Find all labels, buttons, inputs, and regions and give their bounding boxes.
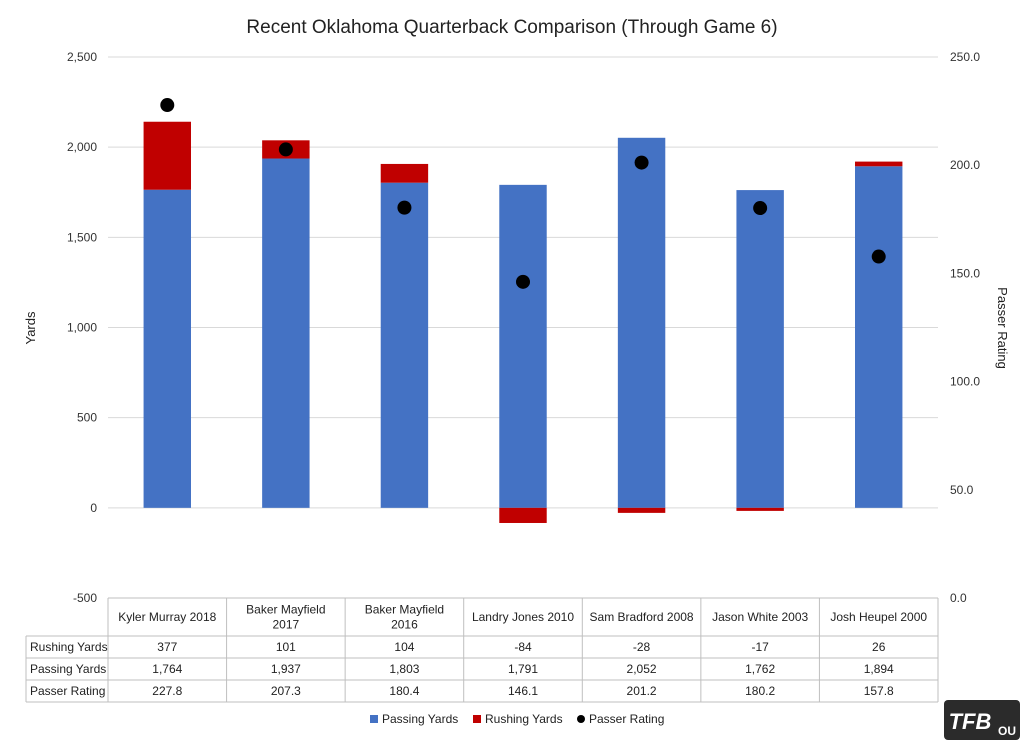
table-cell: 104: [394, 640, 414, 654]
y-tick-label: 0: [90, 501, 97, 515]
chart-title: Recent Oklahoma Quarterback Comparison (…: [246, 17, 777, 38]
rushing-yards-bar: [143, 121, 191, 190]
category-label: 2016: [391, 618, 418, 632]
table-row-header: Rushing Yards: [30, 640, 108, 654]
passing-yards-bar: [736, 190, 784, 508]
table-cell: 377: [157, 640, 177, 654]
logo-subtext: OU: [998, 724, 1016, 738]
table-row-header: Passing Yards: [30, 662, 106, 676]
rushing-yards-bar: [855, 161, 903, 167]
passer-rating-point: [871, 249, 886, 264]
table-cell: 1,764: [152, 662, 182, 676]
y-tick-label: 500: [77, 411, 97, 425]
table-cell: 1,937: [271, 662, 301, 676]
table-cell: 201.2: [627, 684, 657, 698]
category-label: Landry Jones 2010: [472, 610, 574, 624]
table-cell: 101: [276, 640, 296, 654]
table-cell: 180.2: [745, 684, 775, 698]
table-cell: -28: [633, 640, 651, 654]
legend-swatch: [473, 715, 481, 723]
table-cell: 1,791: [508, 662, 538, 676]
rushing-yards-bar: [499, 507, 547, 523]
y2-tick-label: 0.0: [950, 591, 967, 605]
table-cell: 180.4: [389, 684, 419, 698]
passer-rating-point: [516, 274, 530, 289]
table-cell: 2,052: [627, 662, 657, 676]
category-label: Baker Mayfield: [246, 603, 325, 617]
y-tick-label: 2,000: [67, 140, 97, 154]
passer-rating-point: [160, 98, 175, 113]
passing-yards-bar: [499, 184, 547, 508]
y2-tick-label: 50.0: [950, 483, 974, 497]
category-label: Kyler Murray 2018: [118, 610, 216, 624]
legend-label: Rushing Yards: [485, 712, 563, 726]
category-label: 2017: [273, 618, 300, 632]
category-label: Sam Bradford 2008: [590, 610, 694, 624]
y2-tick-label: 100.0: [950, 375, 980, 389]
table-cell: 1,803: [389, 662, 419, 676]
y2-ticks: 0.0 50.0 100.0 150.0 200.0 250.0: [950, 50, 980, 605]
rushing-yards-bar: [736, 507, 784, 511]
passer-rating-point: [634, 155, 649, 170]
passing-yards-bar: [143, 189, 191, 508]
y2-axis-title: Passer Rating: [995, 287, 1010, 369]
table-cell: 207.3: [271, 684, 301, 698]
passing-yards-bar: [855, 166, 903, 508]
table-cell: 1,894: [864, 662, 894, 676]
table-cell: 26: [872, 640, 886, 654]
passing-yards-bar: [262, 158, 310, 508]
logo-background: [944, 700, 1020, 740]
passing-yards-bar: [380, 182, 429, 508]
table-cell: 146.1: [508, 684, 538, 698]
y-axis-title: Yards: [23, 311, 38, 344]
legend-label: Passing Yards: [382, 712, 458, 726]
tfb-ou-logo: TFB OU: [944, 700, 1020, 740]
table-cell: 1,762: [745, 662, 775, 676]
rushing-yards-bar: [380, 163, 429, 183]
category-label: Josh Heupel 2000: [830, 610, 927, 624]
y2-tick-label: 200.0: [950, 158, 980, 172]
table-cell: 157.8: [864, 684, 894, 698]
category-label: Jason White 2003: [712, 610, 808, 624]
bars: [143, 121, 903, 523]
passer-rating-point: [278, 142, 293, 157]
legend-swatch: [370, 715, 378, 723]
y-tick-label: 1,000: [67, 321, 97, 335]
y2-tick-label: 250.0: [950, 50, 980, 64]
table-row-header: Passer Rating: [30, 684, 105, 698]
table-cell: 227.8: [152, 684, 182, 698]
rushing-yards-bar: [617, 507, 666, 513]
table-cell: -84: [514, 640, 532, 654]
rating-points: [160, 98, 886, 289]
passer-rating-point: [397, 200, 412, 215]
legend: Passing Yards Rushing Yards Passer Rating: [370, 712, 664, 726]
category-label: Baker Mayfield: [365, 603, 444, 617]
passing-yards-bar: [617, 137, 666, 508]
y2-tick-label: 150.0: [950, 266, 980, 280]
passer-rating-point: [753, 201, 768, 216]
y-tick-label: 2,500: [67, 50, 97, 64]
table-cell: -17: [751, 640, 769, 654]
logo-text: TFB: [949, 709, 992, 734]
y-tick-label: -500: [73, 591, 97, 605]
legend-swatch: [577, 715, 585, 723]
legend-label: Passer Rating: [589, 712, 664, 726]
y-ticks: -500 0 500 1,000 1,500 2,000 2,500: [67, 50, 97, 605]
y-tick-label: 1,500: [67, 230, 97, 244]
